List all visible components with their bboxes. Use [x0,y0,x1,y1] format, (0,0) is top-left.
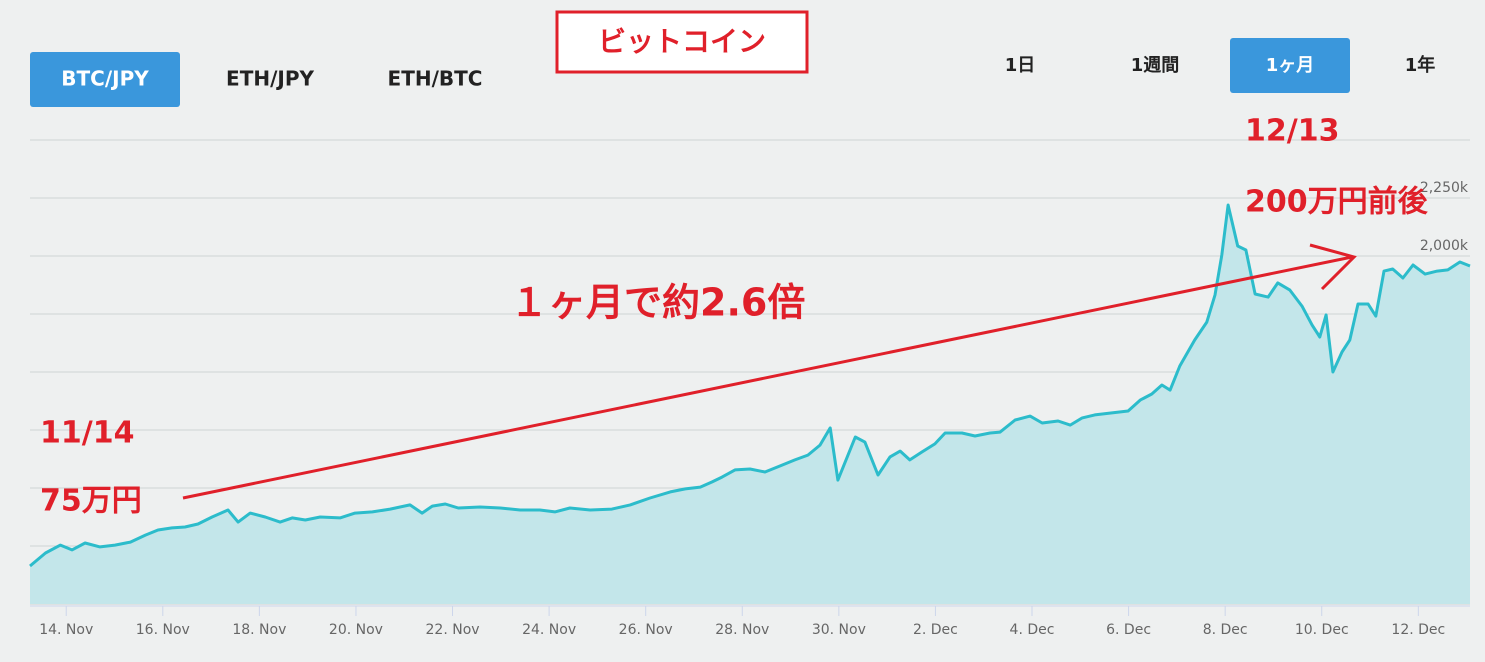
x-tick-label: 4. Dec [1010,622,1055,638]
pair-tab[interactable]: ETH/JPY [226,67,314,91]
x-tick-label: 30. Nov [812,622,866,638]
period-tab[interactable]: 1週間 [1131,55,1180,76]
arrow-shaft [182,255,1353,500]
period-tab[interactable]: 1日 [1005,55,1036,76]
chart-title: ビットコイン [598,25,766,58]
arrow-head [1309,243,1357,291]
x-tick-label: 18. Nov [232,622,286,638]
annotation: 200万円前後 [1245,185,1429,220]
annotation: 11/14 [40,416,134,451]
y-tick-label: 2,250k [1420,180,1469,196]
x-tick-label: 10. Dec [1295,622,1349,638]
tab-active-bg [30,52,180,107]
y-tick-label: 2,000k [1420,238,1469,254]
x-tick-label: 2. Dec [913,622,958,638]
x-tick-label: 8. Dec [1203,622,1248,638]
tab-active-bg [1230,38,1350,93]
x-tick-label: 28. Nov [715,622,769,638]
pair-tab[interactable]: ETH/BTC [388,67,483,91]
x-tick-label: 12. Dec [1391,622,1445,638]
period-tab[interactable]: 1年 [1405,54,1436,76]
area-line [29,203,1471,568]
annotation: 75万円 [40,484,142,519]
title-box [555,10,809,74]
annotation: １ヶ月で約2.6倍 [510,281,805,325]
area-fill [30,205,1470,604]
x-tick-label: 22. Nov [426,622,480,638]
x-tick-label: 20. Nov [329,622,383,638]
x-tick-label: 26. Nov [619,622,673,638]
x-tick-label: 24. Nov [522,622,576,638]
pair-tab[interactable]: BTC/JPY [61,67,149,91]
x-tick-label: 16. Nov [136,622,190,638]
x-tick-label: 14. Nov [39,622,93,638]
x-tick-label: 6. Dec [1106,622,1151,638]
period-tab[interactable]: 1ヶ月 [1266,55,1315,76]
annotation: 12/13 [1245,114,1339,149]
